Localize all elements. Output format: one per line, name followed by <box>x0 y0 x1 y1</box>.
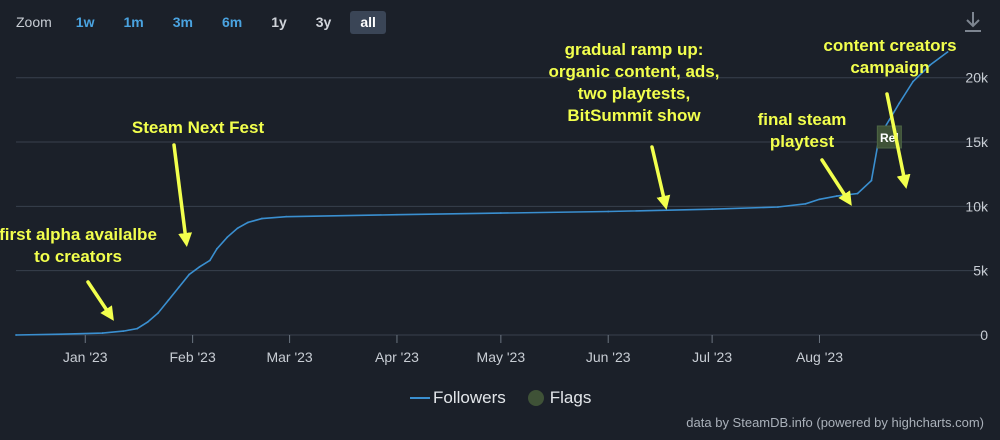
gridlines <box>16 77 988 336</box>
zoom-1y-button[interactable]: 1y <box>271 13 287 30</box>
data-point <box>215 247 218 250</box>
data-point <box>247 221 249 224</box>
data-point <box>167 299 170 302</box>
data-point <box>856 192 859 195</box>
data-point <box>226 236 229 239</box>
legend-item-flags[interactable]: Flags <box>527 388 592 408</box>
zoom-bar: Zoom 1w 1m 3m 6m 1y 3y all <box>16 10 395 34</box>
annotations-layer: first alpha availalbe to creators Steam Ne… <box>0 36 957 321</box>
annotation-text: gradual ramp up: <box>565 40 704 59</box>
zoom-1m-button[interactable]: 1m <box>123 13 144 30</box>
data-point <box>912 80 914 83</box>
data-point <box>777 206 779 208</box>
annotation-text: BitSummit show <box>567 106 701 125</box>
data-point <box>818 198 821 201</box>
data-point <box>209 259 211 262</box>
legend-label-followers: Followers <box>433 388 506 407</box>
data-point <box>396 213 398 216</box>
x-tick-label: May '23 <box>477 349 526 365</box>
data-point <box>198 265 201 268</box>
data-point <box>188 273 191 276</box>
legend-label-flags: Flags <box>549 388 592 407</box>
data-point <box>285 215 288 218</box>
data-point <box>136 327 139 330</box>
zoom-6m-button[interactable]: 6m <box>221 13 243 30</box>
annotation-text: playtest <box>770 132 835 151</box>
y-tick-label: 15k <box>965 134 989 150</box>
annotation-text: content creators <box>823 36 956 55</box>
annotation-text: final steam <box>758 110 847 129</box>
data-point <box>607 210 610 213</box>
zoom-3m-button[interactable]: 3m <box>172 13 193 30</box>
annotation-text: two playtests, <box>578 84 690 103</box>
legend-item-followers[interactable]: Followers <box>410 388 506 408</box>
zoom-1w-button[interactable]: 1w <box>75 13 95 30</box>
annotation-text: to creators <box>34 247 122 266</box>
annotation-arrow <box>650 145 671 210</box>
axis-labels: 0 5k 10k 15k 20k Jan '23 Feb '23 Mar '23 Apr '23… <box>63 70 989 365</box>
data-point <box>177 286 180 289</box>
x-tick-label: Jun '23 <box>586 349 631 365</box>
credits-link[interactable]: data by SteamDB.info (powered by highcha… <box>686 415 984 430</box>
zoom-all-button[interactable]: all <box>350 10 386 34</box>
x-tick-label: Jul '23 <box>692 349 732 365</box>
x-tick-label: Feb '23 <box>169 349 215 365</box>
y-tick-label: 0 <box>980 327 988 343</box>
annotation-arrow <box>885 92 911 189</box>
data-point <box>236 227 239 230</box>
zoom-label: Zoom <box>16 14 52 30</box>
zoom-3y-button[interactable]: 3y <box>315 13 332 30</box>
x-tick-label: Aug '23 <box>796 349 843 365</box>
x-tick-label: Jan '23 <box>63 349 108 365</box>
annotation-arrow <box>172 143 193 247</box>
y-tick-label: 5k <box>973 263 989 279</box>
data-point <box>146 321 149 324</box>
data-point <box>946 51 949 53</box>
data-point <box>711 208 714 211</box>
dot-swatch-icon <box>527 390 544 406</box>
data-point <box>929 63 932 66</box>
x-tick-label: Mar '23 <box>266 349 312 365</box>
annotation-text: Steam Next Fest <box>132 118 265 137</box>
annotation-text: campaign <box>850 58 929 77</box>
line-swatch-icon <box>410 397 430 399</box>
y-tick-label: 20k <box>965 70 989 86</box>
data-point <box>122 330 125 333</box>
data-point <box>15 334 17 336</box>
y-tick-label: 10k <box>965 198 989 214</box>
series-layer <box>15 51 949 336</box>
data-point <box>835 195 838 197</box>
download-arrow-icon[interactable] <box>962 10 984 34</box>
data-point <box>60 333 62 336</box>
data-point <box>101 332 104 334</box>
data-point <box>260 217 263 220</box>
annotation-text: first alpha availalbe <box>0 225 157 244</box>
data-point <box>804 202 807 205</box>
data-point <box>157 312 159 315</box>
annotation-arrow <box>820 158 852 206</box>
data-point <box>898 102 901 105</box>
data-point <box>499 212 502 214</box>
data-point <box>870 179 873 182</box>
followers-series-line <box>15 51 949 336</box>
annotation-text: organic content, ads, <box>549 62 720 81</box>
annotation-arrow <box>86 280 114 321</box>
legend: Followers Flags <box>410 388 613 408</box>
x-tick-label: Apr '23 <box>375 349 419 365</box>
